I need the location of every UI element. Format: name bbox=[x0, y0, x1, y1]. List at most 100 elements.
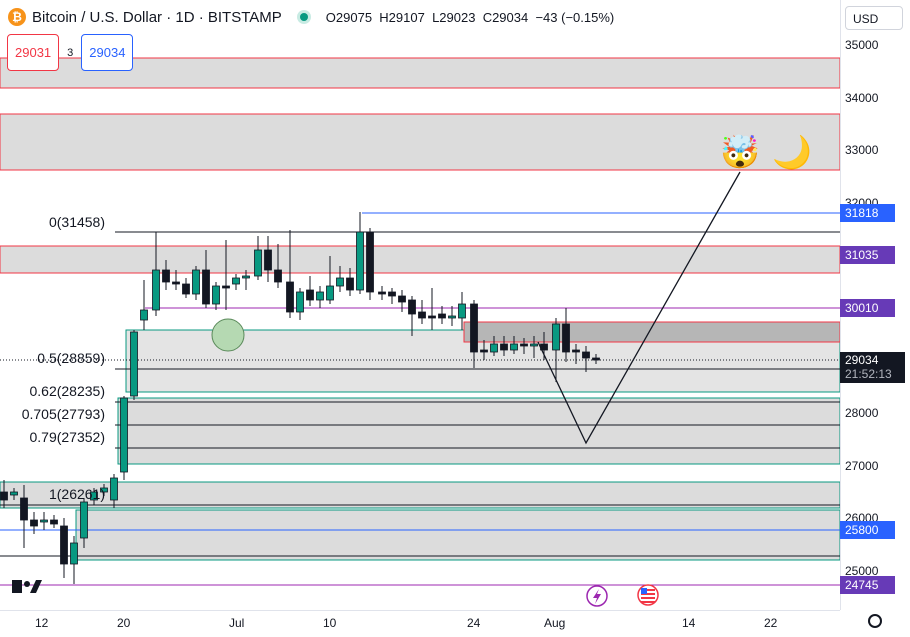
price-chart[interactable]: 0(31458) 0.5(28859) 0.62(28235) 0.705(27… bbox=[0, 0, 840, 610]
recent-range-box bbox=[463, 321, 840, 343]
support-zone-low bbox=[0, 481, 840, 509]
candle-body bbox=[296, 291, 304, 313]
candle-body bbox=[10, 491, 18, 496]
candle-body bbox=[490, 343, 498, 353]
candle-body bbox=[140, 309, 148, 321]
symbol-title[interactable]: Bitcoin / U.S. Dollar · 1D · BITSTAMP bbox=[32, 8, 282, 26]
candle-body bbox=[582, 351, 590, 359]
time-axis-label: Jul bbox=[229, 616, 245, 630]
fib-label-0705: 0.705(27793) bbox=[22, 406, 105, 422]
candle-body bbox=[510, 343, 518, 351]
time-axis-label: 12 bbox=[35, 616, 49, 630]
price-tag-24745: 24745 bbox=[840, 576, 895, 594]
candle-body bbox=[356, 231, 364, 291]
candle-body bbox=[306, 289, 314, 301]
support-zone-mid bbox=[117, 397, 840, 465]
symbol-legend: ₿ Bitcoin / U.S. Dollar · 1D · BITSTAMP … bbox=[8, 8, 614, 26]
ohlc-open: O29075 bbox=[325, 9, 373, 25]
candle-body bbox=[366, 231, 374, 293]
candle-body bbox=[458, 303, 466, 319]
candle-body bbox=[398, 295, 406, 303]
candle-body bbox=[470, 303, 478, 353]
candle-body bbox=[172, 281, 180, 285]
sell-button[interactable]: 29031 bbox=[7, 34, 60, 71]
candle-body bbox=[130, 331, 138, 397]
moon-emoji: 🌙 bbox=[772, 134, 812, 171]
bitcoin-icon: ₿ bbox=[8, 8, 26, 26]
settings-gear-icon[interactable] bbox=[868, 614, 882, 628]
dividend-event-icon[interactable] bbox=[586, 585, 608, 607]
candle-body bbox=[286, 281, 294, 313]
candle-body bbox=[60, 525, 68, 565]
candle-body bbox=[592, 357, 600, 361]
tradingview-logo-icon bbox=[12, 580, 42, 593]
price-axis-label: 35000 bbox=[845, 38, 879, 52]
candle-body bbox=[80, 501, 88, 539]
time-axis-label: 22 bbox=[764, 616, 778, 630]
buy-button[interactable]: 29034 bbox=[81, 34, 134, 71]
candle-body bbox=[90, 491, 98, 501]
candle-body bbox=[120, 397, 128, 473]
candle-body bbox=[540, 343, 548, 351]
candle-body bbox=[70, 542, 78, 565]
bar-countdown: 21:52:13 bbox=[845, 367, 892, 381]
ohlc-values: O29075 H29107 L29023 C29034 −43 (−0.15%) bbox=[326, 10, 614, 25]
resistance-zone-34000 bbox=[0, 57, 840, 89]
candle-body bbox=[264, 249, 272, 271]
candle-body bbox=[336, 277, 344, 287]
time-axis-label: 20 bbox=[117, 616, 131, 630]
time-axis-label: Aug bbox=[544, 616, 566, 630]
fib-label-0: 0(31458) bbox=[49, 214, 105, 230]
candle-body bbox=[50, 519, 58, 525]
ohlc-low: L29023 bbox=[432, 9, 476, 25]
candle-body bbox=[182, 283, 190, 295]
candle-body bbox=[110, 477, 118, 501]
order-panel: 29031 3 29034 bbox=[7, 34, 134, 71]
market-open-dot-icon bbox=[299, 13, 308, 21]
candle-body bbox=[222, 285, 230, 289]
highlight-circle bbox=[211, 318, 245, 352]
time-axis[interactable] bbox=[0, 610, 840, 637]
candle-body bbox=[242, 275, 250, 279]
price-axis-label: 27000 bbox=[845, 459, 879, 473]
candle-body bbox=[212, 285, 220, 305]
candle-body bbox=[572, 349, 580, 353]
candle-body bbox=[254, 249, 262, 277]
currency-select[interactable]: USD bbox=[845, 6, 903, 30]
mind-blown-emoji: 🤯 bbox=[720, 134, 760, 170]
time-axis-label: 10 bbox=[323, 616, 337, 630]
candle-body bbox=[520, 343, 528, 347]
fib-label-079: 0.79(27352) bbox=[29, 429, 105, 445]
ohlc-close: C29034 bbox=[482, 9, 529, 25]
current-price-value: 29034 bbox=[845, 353, 879, 367]
candle-body bbox=[378, 291, 386, 295]
candle-body bbox=[552, 323, 560, 351]
candle-body bbox=[388, 291, 396, 297]
candle-body bbox=[448, 315, 456, 319]
candles-group bbox=[0, 212, 600, 584]
price-tag-31818: 31818 bbox=[840, 204, 895, 222]
candle-body bbox=[428, 315, 436, 319]
price-tag-31035: 31035 bbox=[840, 246, 895, 264]
candle-body bbox=[20, 497, 28, 521]
candle-body bbox=[40, 519, 48, 523]
time-axis-label: 24 bbox=[467, 616, 481, 630]
candle-body bbox=[326, 285, 334, 301]
candle-body bbox=[30, 519, 38, 527]
price-axis-label: 34000 bbox=[845, 91, 879, 105]
us-flag-event-icon[interactable] bbox=[637, 584, 659, 606]
candle-body bbox=[192, 269, 200, 295]
resistance-zone-31035 bbox=[0, 245, 840, 274]
candle-body bbox=[274, 269, 282, 283]
price-axis-label: 25000 bbox=[845, 564, 879, 578]
fib-label-062: 0.62(28235) bbox=[29, 383, 105, 399]
candle-body bbox=[408, 299, 416, 315]
candle-body bbox=[438, 313, 446, 319]
projection-path bbox=[537, 171, 741, 445]
price-axis-label: 33000 bbox=[845, 143, 879, 157]
fib-label-1: 1(26261) bbox=[49, 486, 105, 502]
candle-body bbox=[562, 323, 570, 353]
candle-body bbox=[316, 291, 324, 301]
candle-body bbox=[530, 343, 538, 347]
support-zone-bottom bbox=[75, 509, 840, 561]
